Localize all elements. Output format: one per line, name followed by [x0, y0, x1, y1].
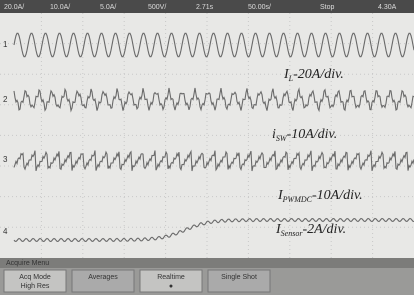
menu-title-bar	[0, 258, 414, 268]
button-line2: ●	[169, 283, 173, 290]
button-line1: Single Shot	[221, 274, 257, 281]
label-rest: -10A/div.	[312, 188, 363, 203]
background	[0, 0, 414, 295]
label-rest: -10A/div.	[287, 127, 338, 142]
button-line2: High Res	[21, 283, 50, 290]
top-bar-item: 4.30A	[378, 4, 397, 11]
oscilloscope-screen: 1IL-20A/div.2iSW-10A/div.3IPWMDC-10A/div…	[0, 0, 414, 295]
menu-title: Acquire Menu	[6, 260, 49, 267]
channel-marker: 4	[3, 227, 8, 236]
top-bar-item: Stop	[320, 4, 335, 11]
label-rest: -2A/div.	[302, 222, 346, 237]
channel-marker: 3	[3, 155, 8, 164]
button-line1: Averages	[88, 274, 118, 281]
top-bar-item: 50.00s/	[248, 4, 271, 11]
button-line1: Realtime	[157, 274, 185, 281]
label-sub: PWMDC	[282, 195, 313, 204]
button-line1: Acq Mode	[19, 274, 51, 281]
channel-marker: 2	[3, 95, 8, 104]
label-sub: Sensor	[281, 229, 304, 238]
channel-marker: 1	[3, 40, 8, 49]
top-bar-item: 5.0A/	[100, 4, 116, 11]
top-bar-item: 20.0A/	[4, 4, 24, 11]
top-bar-item: 10.0A/	[50, 4, 70, 11]
label-rest: -20A/div.	[293, 67, 344, 82]
top-bar-item: 500V/	[148, 4, 166, 11]
top-bar-item: 2.71s	[196, 4, 214, 11]
